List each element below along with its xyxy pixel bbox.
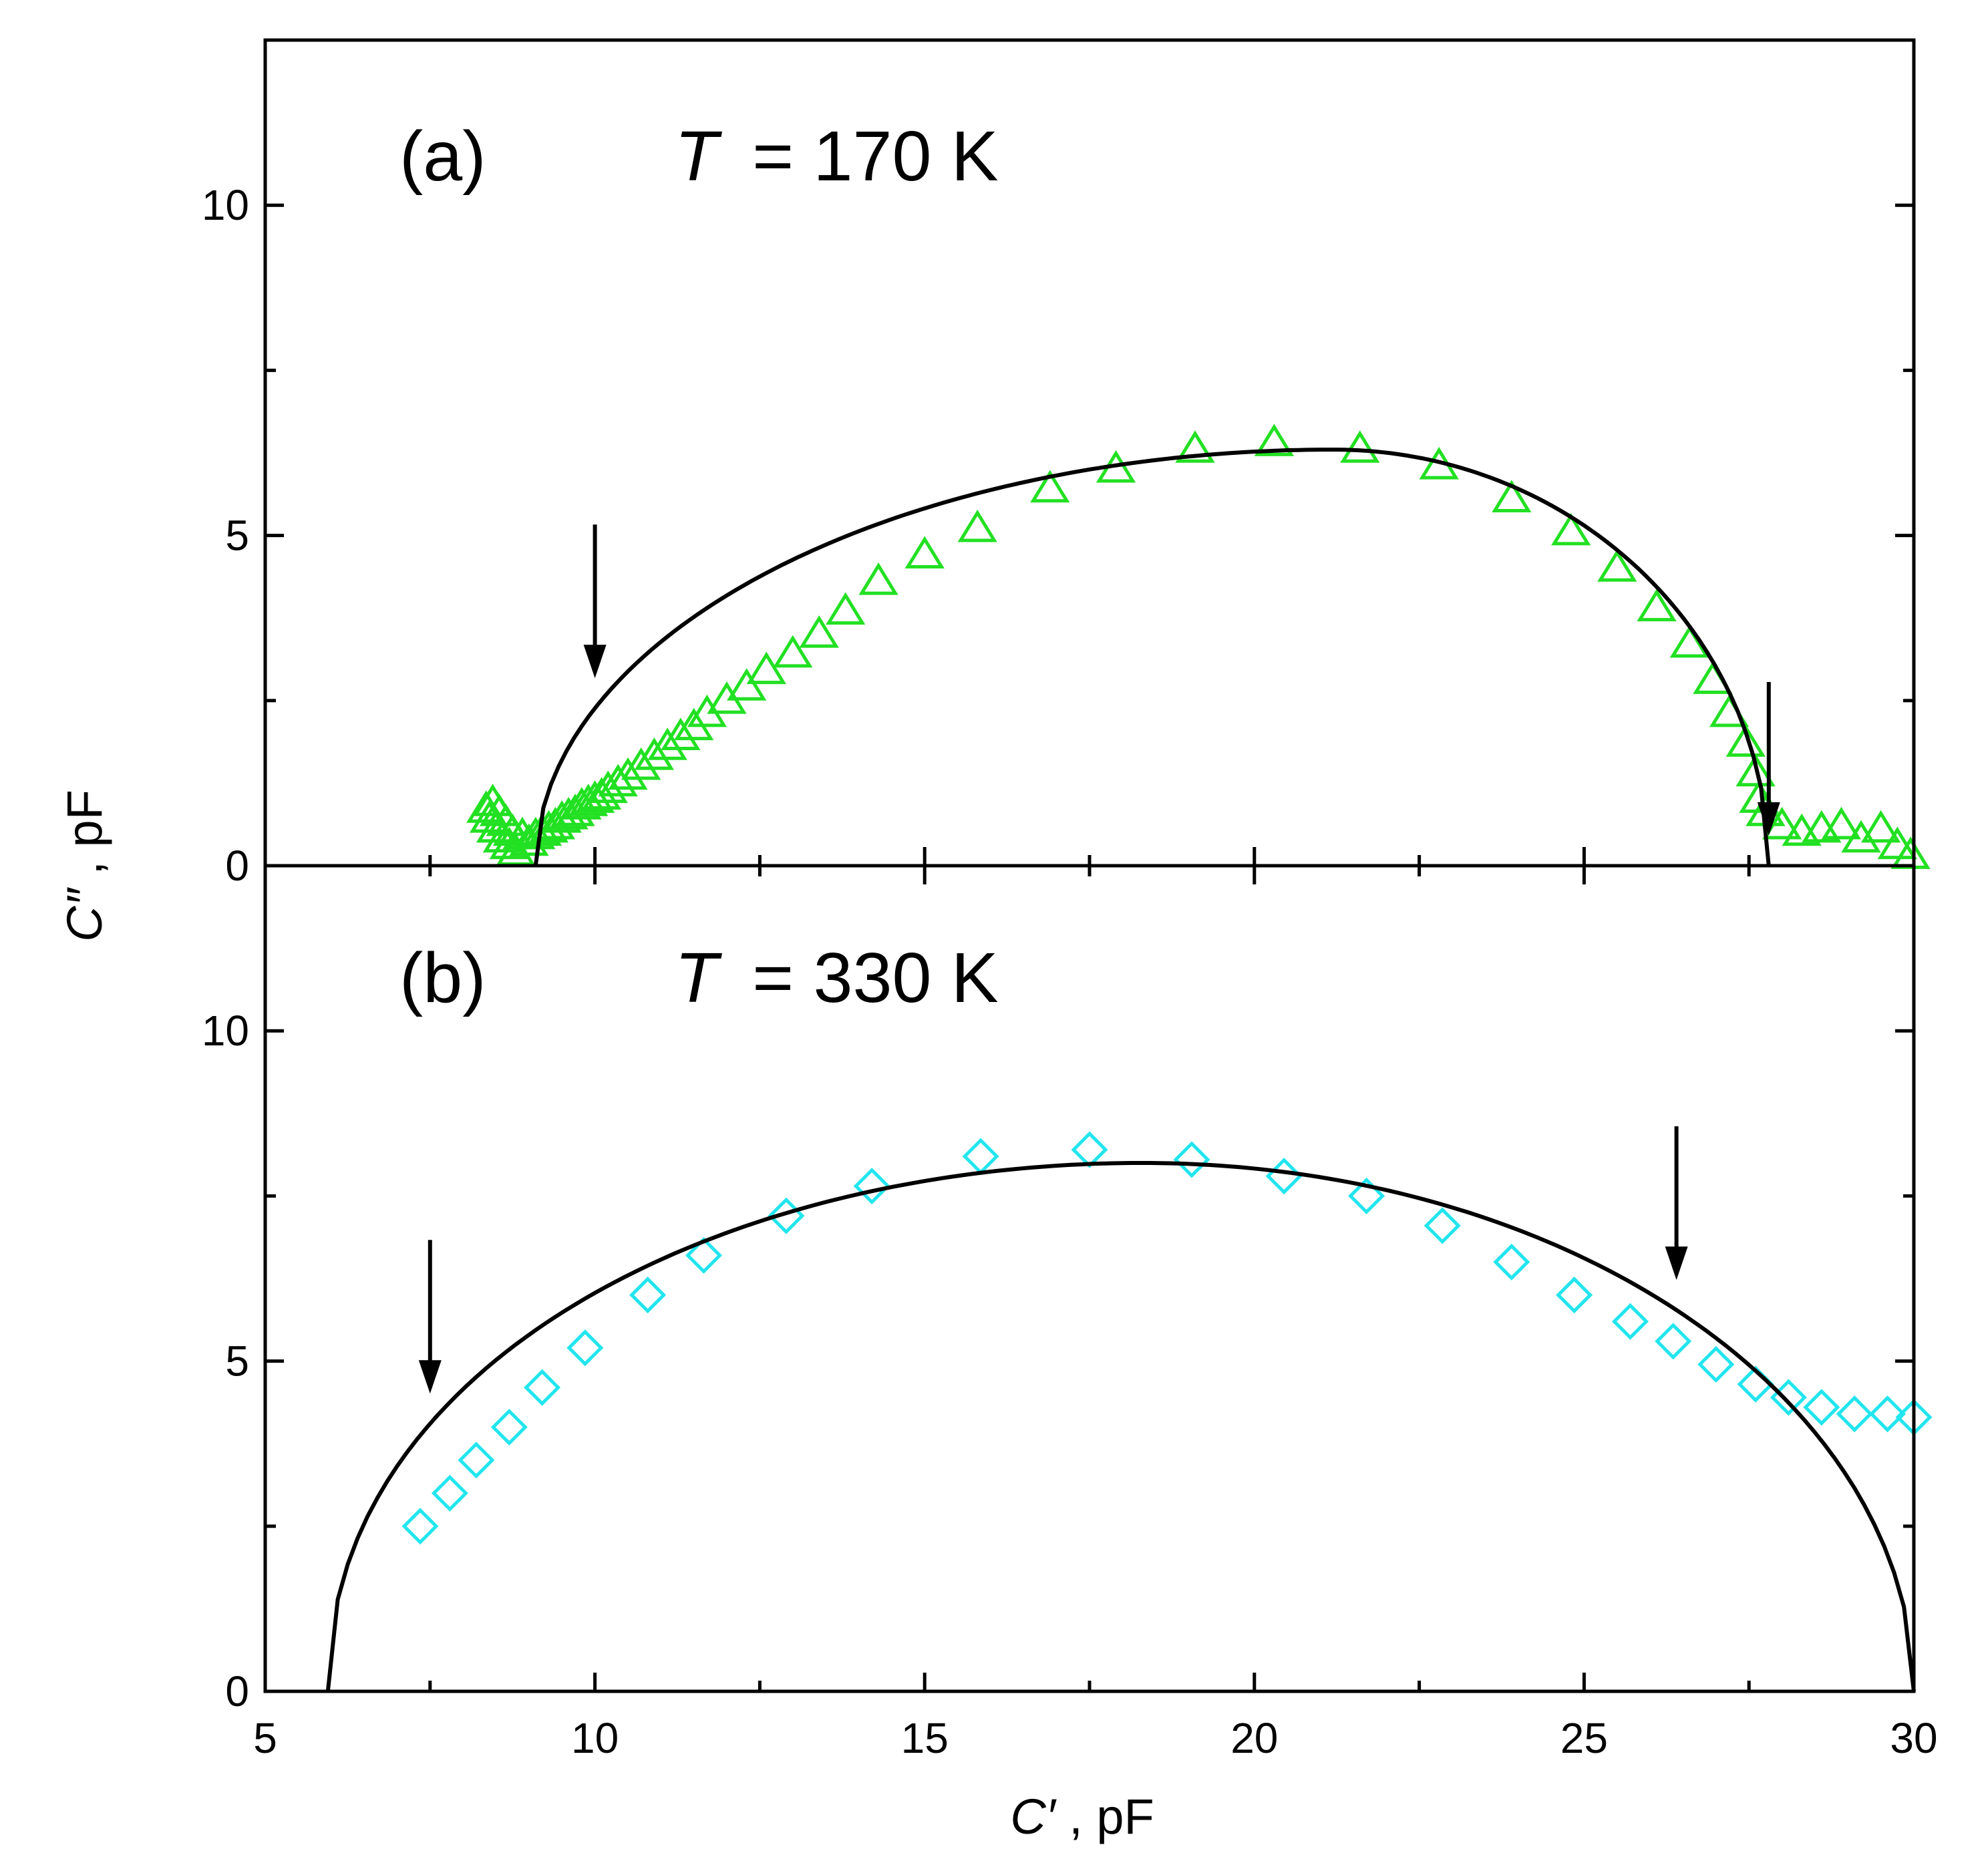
panel-b-x-tick-label: 5 [253, 1714, 277, 1762]
panel-a-arrows [583, 524, 1780, 836]
panel-a-marker [608, 757, 648, 790]
panel-a-marker [1762, 806, 1802, 840]
panel-a-marker [1175, 430, 1215, 463]
panel-b-arrows [418, 1126, 1688, 1394]
svg-text:T = 170 K: T = 170 K [675, 117, 999, 196]
panel-a-marker [826, 592, 866, 625]
panel-b-marker [1655, 1323, 1692, 1360]
panel-b-arrow-head [418, 1360, 442, 1394]
panel-b-label: (b) [399, 939, 486, 1017]
panel-a-marker [621, 747, 661, 780]
panel-a-y-tick-label: 0 [225, 842, 249, 890]
panel-a-temperature-symbol: T [675, 117, 723, 196]
panel-b-marker [962, 1138, 999, 1175]
panel-a-marker [799, 615, 839, 648]
panel-b-marker [1265, 1158, 1303, 1195]
panel-a-label: (a) [399, 117, 486, 196]
panel-b-temperature-value: = 330 K [752, 939, 998, 1017]
panel-a-marker [1254, 424, 1295, 456]
panel-a-marker [661, 717, 701, 750]
panel-b-marker [1697, 1345, 1735, 1383]
panel-b-x-tick-label: 25 [1560, 1714, 1608, 1762]
panel-b-marker [1556, 1277, 1593, 1314]
panel-a-marker [574, 780, 615, 813]
panel-b-marker [1348, 1177, 1385, 1214]
panel-a-marker [1821, 806, 1862, 840]
panel-a-marker [598, 764, 638, 797]
panel-b-marker [1836, 1395, 1873, 1433]
panel-a-marker [727, 668, 767, 701]
panel-a-marker [858, 562, 898, 595]
panel-a-marker [634, 737, 675, 770]
panel-b-fit-curve [325, 1161, 1916, 1692]
panel-a-marker [1597, 549, 1637, 582]
panel-a-marker [1669, 625, 1710, 658]
panel-b-marker [1770, 1379, 1807, 1416]
panel-b-x-tick-label: 20 [1230, 1714, 1278, 1762]
panel-b-marker [458, 1442, 495, 1479]
panel-a-marker [773, 635, 813, 668]
panel-a-marker [1860, 810, 1901, 843]
x-axis-label: C′ , pF [1010, 1789, 1154, 1844]
panel-a-marker [1492, 480, 1532, 512]
panel-a-marker [746, 651, 786, 685]
panel-b-marker [490, 1408, 528, 1446]
panel-b-marker [401, 1508, 439, 1545]
panel-b-temperature-symbol: T [675, 939, 723, 1017]
y-axis-unit: , pF [57, 790, 112, 874]
panel-a-marker [957, 509, 997, 542]
x-axis-unit: , pF [1069, 1789, 1154, 1844]
panel-a-marker [904, 536, 945, 568]
panel-b-y-tick-label: 5 [225, 1337, 249, 1385]
panel-b-marker [431, 1474, 468, 1512]
panel-b-marker [685, 1236, 723, 1274]
panel-a-marker [1030, 470, 1070, 503]
y-axis-symbol: C″ [57, 886, 112, 941]
panel-b-y-tick-label: 10 [202, 1007, 249, 1055]
panel-b-x-tick-label: 30 [1890, 1714, 1937, 1762]
panel-b-data-markers [401, 1131, 1933, 1545]
panel-a-data-markers [466, 424, 1931, 869]
panel-b-marker [629, 1277, 667, 1314]
panel-a-marker [1693, 661, 1733, 694]
panel-a-marker [562, 787, 602, 820]
panel-b-arrow-head [1665, 1246, 1688, 1281]
panel-a-marker [1725, 724, 1766, 757]
x-axis-symbol: C′ [1010, 1789, 1056, 1844]
panel-b-marker [1493, 1243, 1530, 1281]
panel-b-marker [1868, 1395, 1907, 1433]
panel-a-temperature-value: = 170 K [752, 117, 998, 196]
panel-b-marker [853, 1168, 890, 1205]
panel-a-arrow-head [583, 645, 607, 679]
panel-a-marker [1551, 512, 1591, 546]
panel-b-marker [566, 1329, 604, 1367]
panel-a-marker [1841, 820, 1881, 853]
panel-b-marker [1803, 1389, 1840, 1426]
panel-b-x-tick-label: 10 [571, 1714, 619, 1762]
panel-a-marker [1735, 753, 1776, 787]
panel-a-marker [1877, 826, 1917, 860]
panel-a-fit-curve [533, 448, 1771, 866]
panel-b-marker [1071, 1131, 1108, 1168]
svg-text:T = 330 K: T = 330 K [675, 939, 999, 1017]
panel-a-marker [1637, 588, 1677, 622]
y-axis-label: C″ , pF [57, 790, 112, 942]
panel-a-marker [1340, 430, 1380, 463]
panel-b-marker [1173, 1141, 1210, 1178]
panel-a-marker [647, 727, 687, 760]
panel-a-y-tick-label: 10 [202, 181, 249, 229]
panel-a-arrow-head [1757, 802, 1780, 836]
panel-b-y-tick-label: 0 [225, 1667, 249, 1715]
panel-a: 0 5 10 (a) T = 170 K [202, 38, 1931, 890]
panel-b-marker [524, 1369, 561, 1406]
panel-b-y-ticks: 0 5 10 [202, 864, 1914, 1715]
panel-b-marker [1611, 1303, 1649, 1340]
panel-a-y-tick-label: 5 [225, 512, 249, 560]
panel-a-marker [516, 816, 556, 850]
panel-b-marker [1424, 1207, 1461, 1244]
panel-b-x-tick-label: 15 [901, 1714, 949, 1762]
